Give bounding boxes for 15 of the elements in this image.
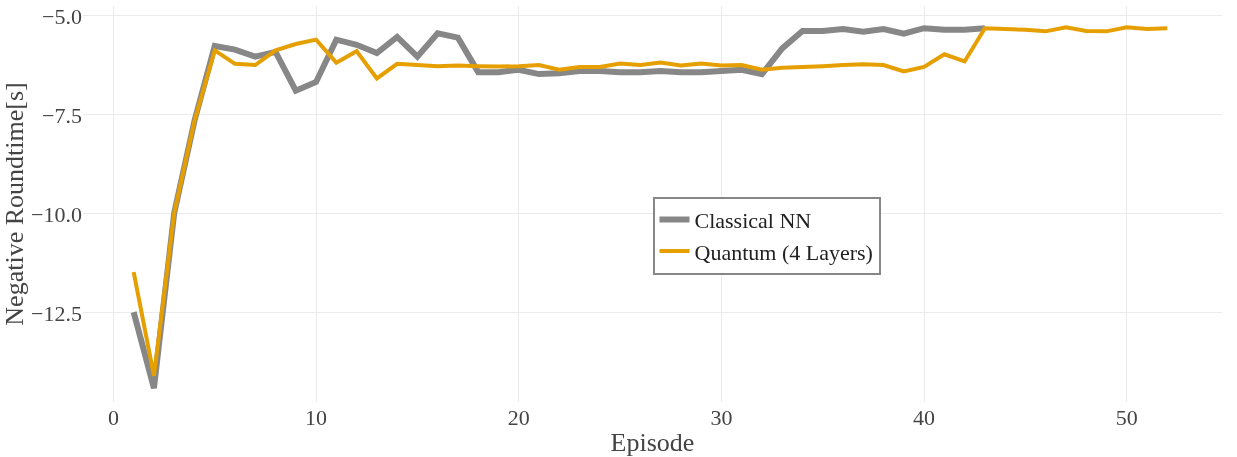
y-tick-label: −5.0: [42, 3, 82, 29]
x-tick-label: 30: [710, 405, 733, 430]
legend-label: Classical NN: [694, 208, 812, 234]
x-tick-label: 20: [507, 405, 530, 430]
x-tick-label: 50: [1115, 405, 1138, 430]
y-axis-title: Negative Roundtime[s]: [0, 82, 29, 326]
y-tick-label: −12.5: [31, 300, 82, 326]
x-tick-label: 10: [305, 405, 328, 430]
x-tick-label: 40: [913, 405, 936, 430]
legend-label: Quantum (4 Layers): [694, 239, 873, 265]
y-tick-label: −7.5: [42, 102, 82, 128]
x-axis-title: Episode: [610, 428, 695, 457]
line-series: [131, 25, 1170, 378]
x-tick-label: 0: [107, 405, 119, 430]
y-tick-label: −10.0: [31, 201, 82, 227]
